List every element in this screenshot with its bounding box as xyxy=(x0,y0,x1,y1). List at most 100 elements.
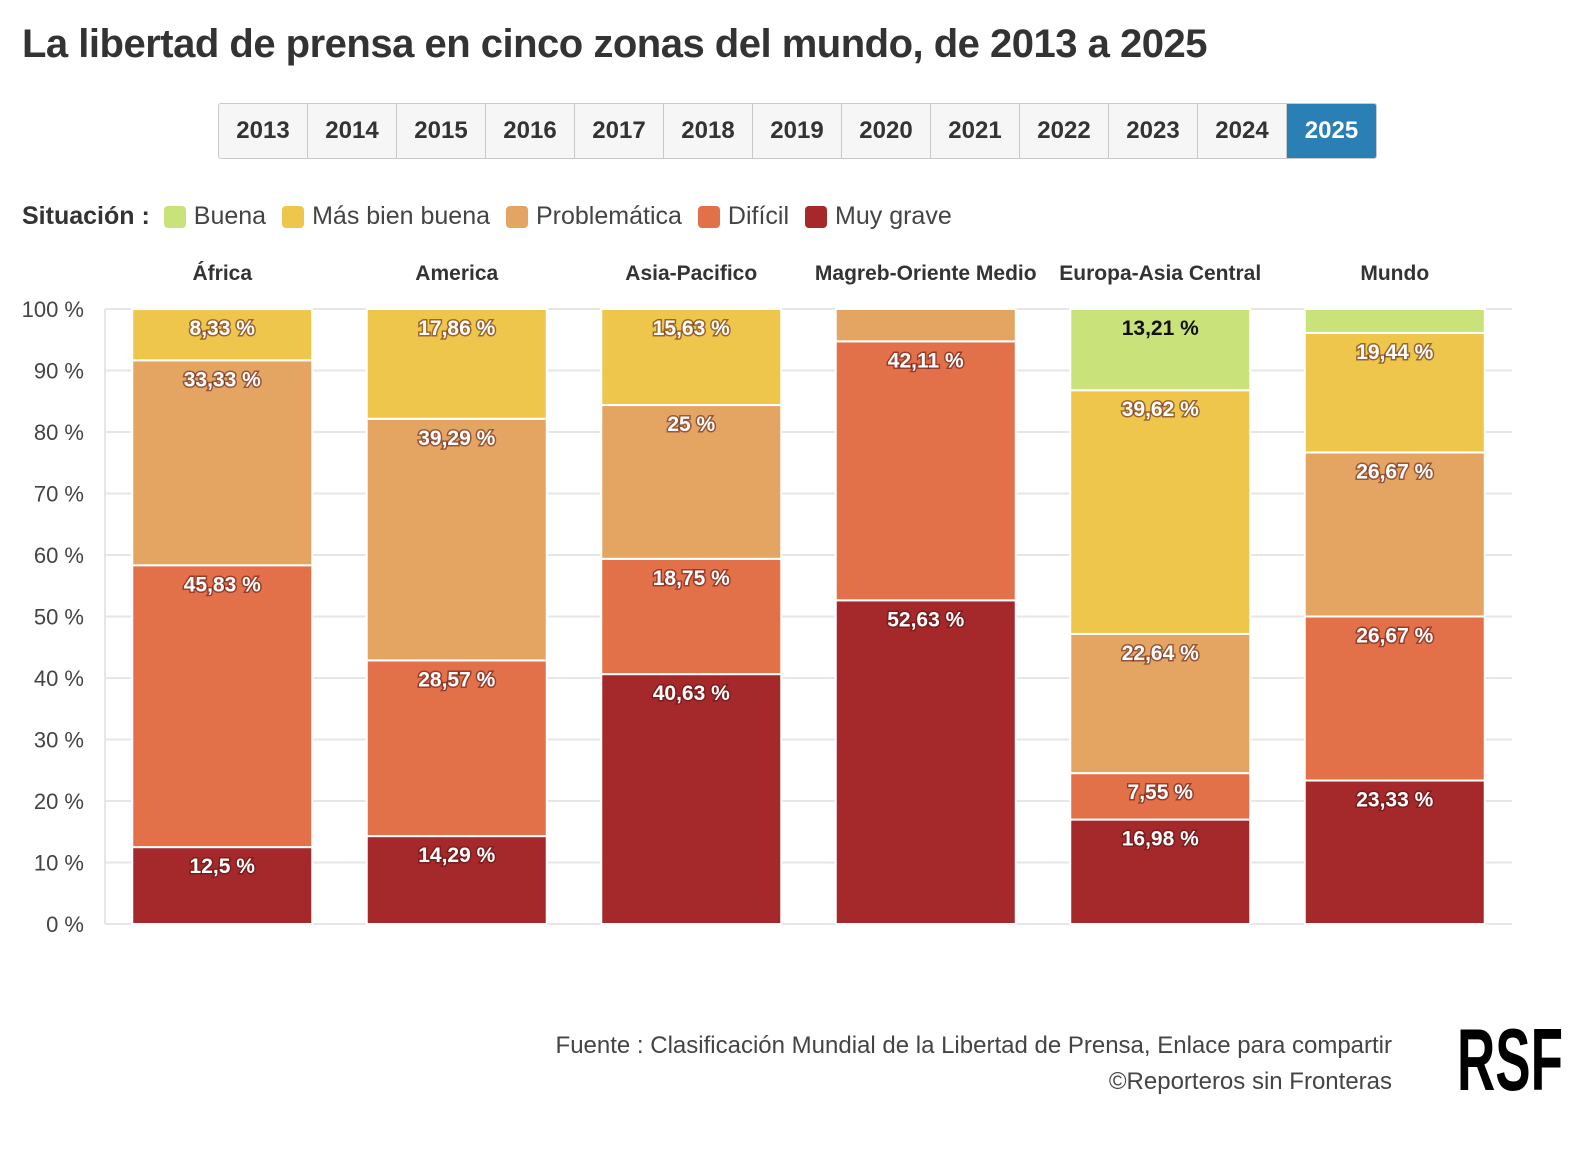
data-label: 22,64 % xyxy=(1122,642,1199,665)
year-button-2016[interactable]: 2016 xyxy=(486,104,575,158)
bar-segment[interactable] xyxy=(131,846,314,925)
y-tick-label: 60 % xyxy=(34,543,84,568)
year-button-2022[interactable]: 2022 xyxy=(1020,104,1109,158)
data-label: 12,5 % xyxy=(190,855,256,878)
stacked-bar-chart: 0 % 10 % 20 % 30 % 40 % 50 % 60 % 70 % 80 % 90 % 1… xyxy=(22,262,1512,937)
year-button-2024[interactable]: 2024 xyxy=(1198,104,1287,158)
legend-swatch xyxy=(506,205,528,228)
bar-segment[interactable] xyxy=(1069,818,1252,925)
data-label: 16,98 % xyxy=(1122,828,1199,851)
legend: Situación : Buena Más bien buena Problemát… xyxy=(22,202,968,231)
y-tick-label: 30 % xyxy=(34,728,84,753)
y-tick-label: 90 % xyxy=(34,359,84,384)
legend-label: Más bien buena xyxy=(312,202,490,230)
data-label: 42,11 % xyxy=(888,349,964,372)
data-label: 17,86 % xyxy=(418,317,495,340)
data-label: 19,44 % xyxy=(1356,341,1433,364)
bar-segment[interactable] xyxy=(834,308,1017,343)
bar-segment[interactable] xyxy=(834,599,1017,925)
bar-segment[interactable] xyxy=(131,308,314,362)
bar-segment[interactable] xyxy=(1303,451,1486,618)
bar-segment[interactable] xyxy=(1069,389,1252,635)
year-button-2013[interactable]: 2013 xyxy=(219,104,308,158)
year-button-2023[interactable]: 2023 xyxy=(1109,104,1198,158)
bar-segment[interactable] xyxy=(131,564,314,849)
data-label: 8,33 % xyxy=(190,317,256,340)
year-button-2020[interactable]: 2020 xyxy=(842,104,931,158)
bar-segment[interactable] xyxy=(131,359,314,567)
category-label: Mundo xyxy=(1360,262,1429,285)
data-label: 26,67 % xyxy=(1356,625,1433,648)
legend-swatch xyxy=(805,205,828,228)
legend-item[interactable]: Buena xyxy=(163,202,267,231)
data-label: 7,55 % xyxy=(1128,781,1194,804)
year-button-2014[interactable]: 2014 xyxy=(308,104,397,158)
data-label: 28,57 % xyxy=(418,668,495,691)
legend-title: Situación : xyxy=(22,202,150,230)
data-label: 26,67 % xyxy=(1356,460,1433,483)
year-button-2021[interactable]: 2021 xyxy=(931,104,1020,158)
category-label: África xyxy=(192,262,252,285)
data-label: 45,83 % xyxy=(184,573,261,596)
y-tick-label: 40 % xyxy=(34,666,84,691)
year-selector: 2013 2014 2015 2016 2017 2018 2019 2020 2021 2022… xyxy=(218,103,1377,159)
year-button-2019[interactable]: 2019 xyxy=(753,104,842,158)
y-tick-label: 100 % xyxy=(22,297,84,322)
bar-segment[interactable] xyxy=(1303,779,1486,926)
category-label: Asia-Pacifico xyxy=(625,262,757,285)
data-label: 33,33 % xyxy=(184,368,261,391)
data-label: 13,21 % xyxy=(1122,317,1199,340)
data-label: 52,63 % xyxy=(887,608,964,631)
legend-swatch xyxy=(163,205,186,228)
bar-segment[interactable] xyxy=(1069,308,1252,392)
rsf-logo: RSF xyxy=(1456,1020,1564,1096)
legend-label: Buena xyxy=(193,202,267,230)
bar-segment[interactable] xyxy=(365,417,548,662)
bar-segment[interactable] xyxy=(365,659,548,838)
legend-item[interactable]: Difícil xyxy=(697,202,790,231)
year-button-2018[interactable]: 2018 xyxy=(664,104,753,158)
year-button-2025[interactable]: 2025 xyxy=(1287,104,1376,158)
data-label: 39,62 % xyxy=(1122,398,1199,421)
data-label: 14,29 % xyxy=(418,844,495,867)
data-label: 39,29 % xyxy=(418,427,495,450)
y-tick-label: 70 % xyxy=(34,482,84,507)
y-tick-label: 10 % xyxy=(34,851,84,876)
legend-swatch xyxy=(697,205,720,228)
bar-segment[interactable] xyxy=(1069,632,1252,775)
category-label: Magreb-Oriente Medio xyxy=(815,262,1037,285)
bar-segment[interactable] xyxy=(1303,308,1486,334)
legend-label: Problemática xyxy=(536,202,682,230)
bar-segment[interactable] xyxy=(1069,772,1252,821)
category-label: Europa-Asia Central xyxy=(1059,262,1261,285)
bar-segment[interactable] xyxy=(1303,331,1486,454)
rsf-logo-text: RSF xyxy=(1457,1020,1563,1096)
year-button-2017[interactable]: 2017 xyxy=(575,104,664,158)
bar-segment[interactable] xyxy=(600,557,783,676)
bar-segment[interactable] xyxy=(1303,615,1486,782)
bar-segment[interactable] xyxy=(600,308,783,407)
data-label: 15,63 % xyxy=(653,317,730,340)
legend-item[interactable]: Muy grave xyxy=(805,202,952,231)
y-tick-label: 0 % xyxy=(46,912,84,937)
source-note: Fuente : Clasificación Mundial de la Lib… xyxy=(556,1028,1392,1100)
legend-item[interactable]: Problemática xyxy=(506,202,682,231)
chart-title: La libertad de prensa en cinco zonas del… xyxy=(22,22,1207,66)
category-label: America xyxy=(415,262,498,285)
year-button-2015[interactable]: 2015 xyxy=(397,104,486,158)
bar-segment[interactable] xyxy=(600,673,783,925)
bar-segment[interactable] xyxy=(834,340,1017,602)
y-tick-label: 50 % xyxy=(34,605,84,630)
bar-segment[interactable] xyxy=(365,308,548,420)
legend-swatch xyxy=(282,205,305,228)
y-tick-label: 80 % xyxy=(34,420,84,445)
data-label: 25 % xyxy=(667,413,715,436)
bar-segment[interactable] xyxy=(600,404,783,560)
legend-label: Difícil xyxy=(727,202,790,230)
source-line[interactable]: Fuente : Clasificación Mundial de la Lib… xyxy=(555,1032,1392,1059)
legend-label: Muy grave xyxy=(835,202,952,230)
data-label: 40,63 % xyxy=(653,682,730,705)
legend-item[interactable]: Más bien buena xyxy=(282,202,490,231)
data-label: 23,33 % xyxy=(1356,789,1433,812)
y-tick-label: 20 % xyxy=(34,789,84,814)
